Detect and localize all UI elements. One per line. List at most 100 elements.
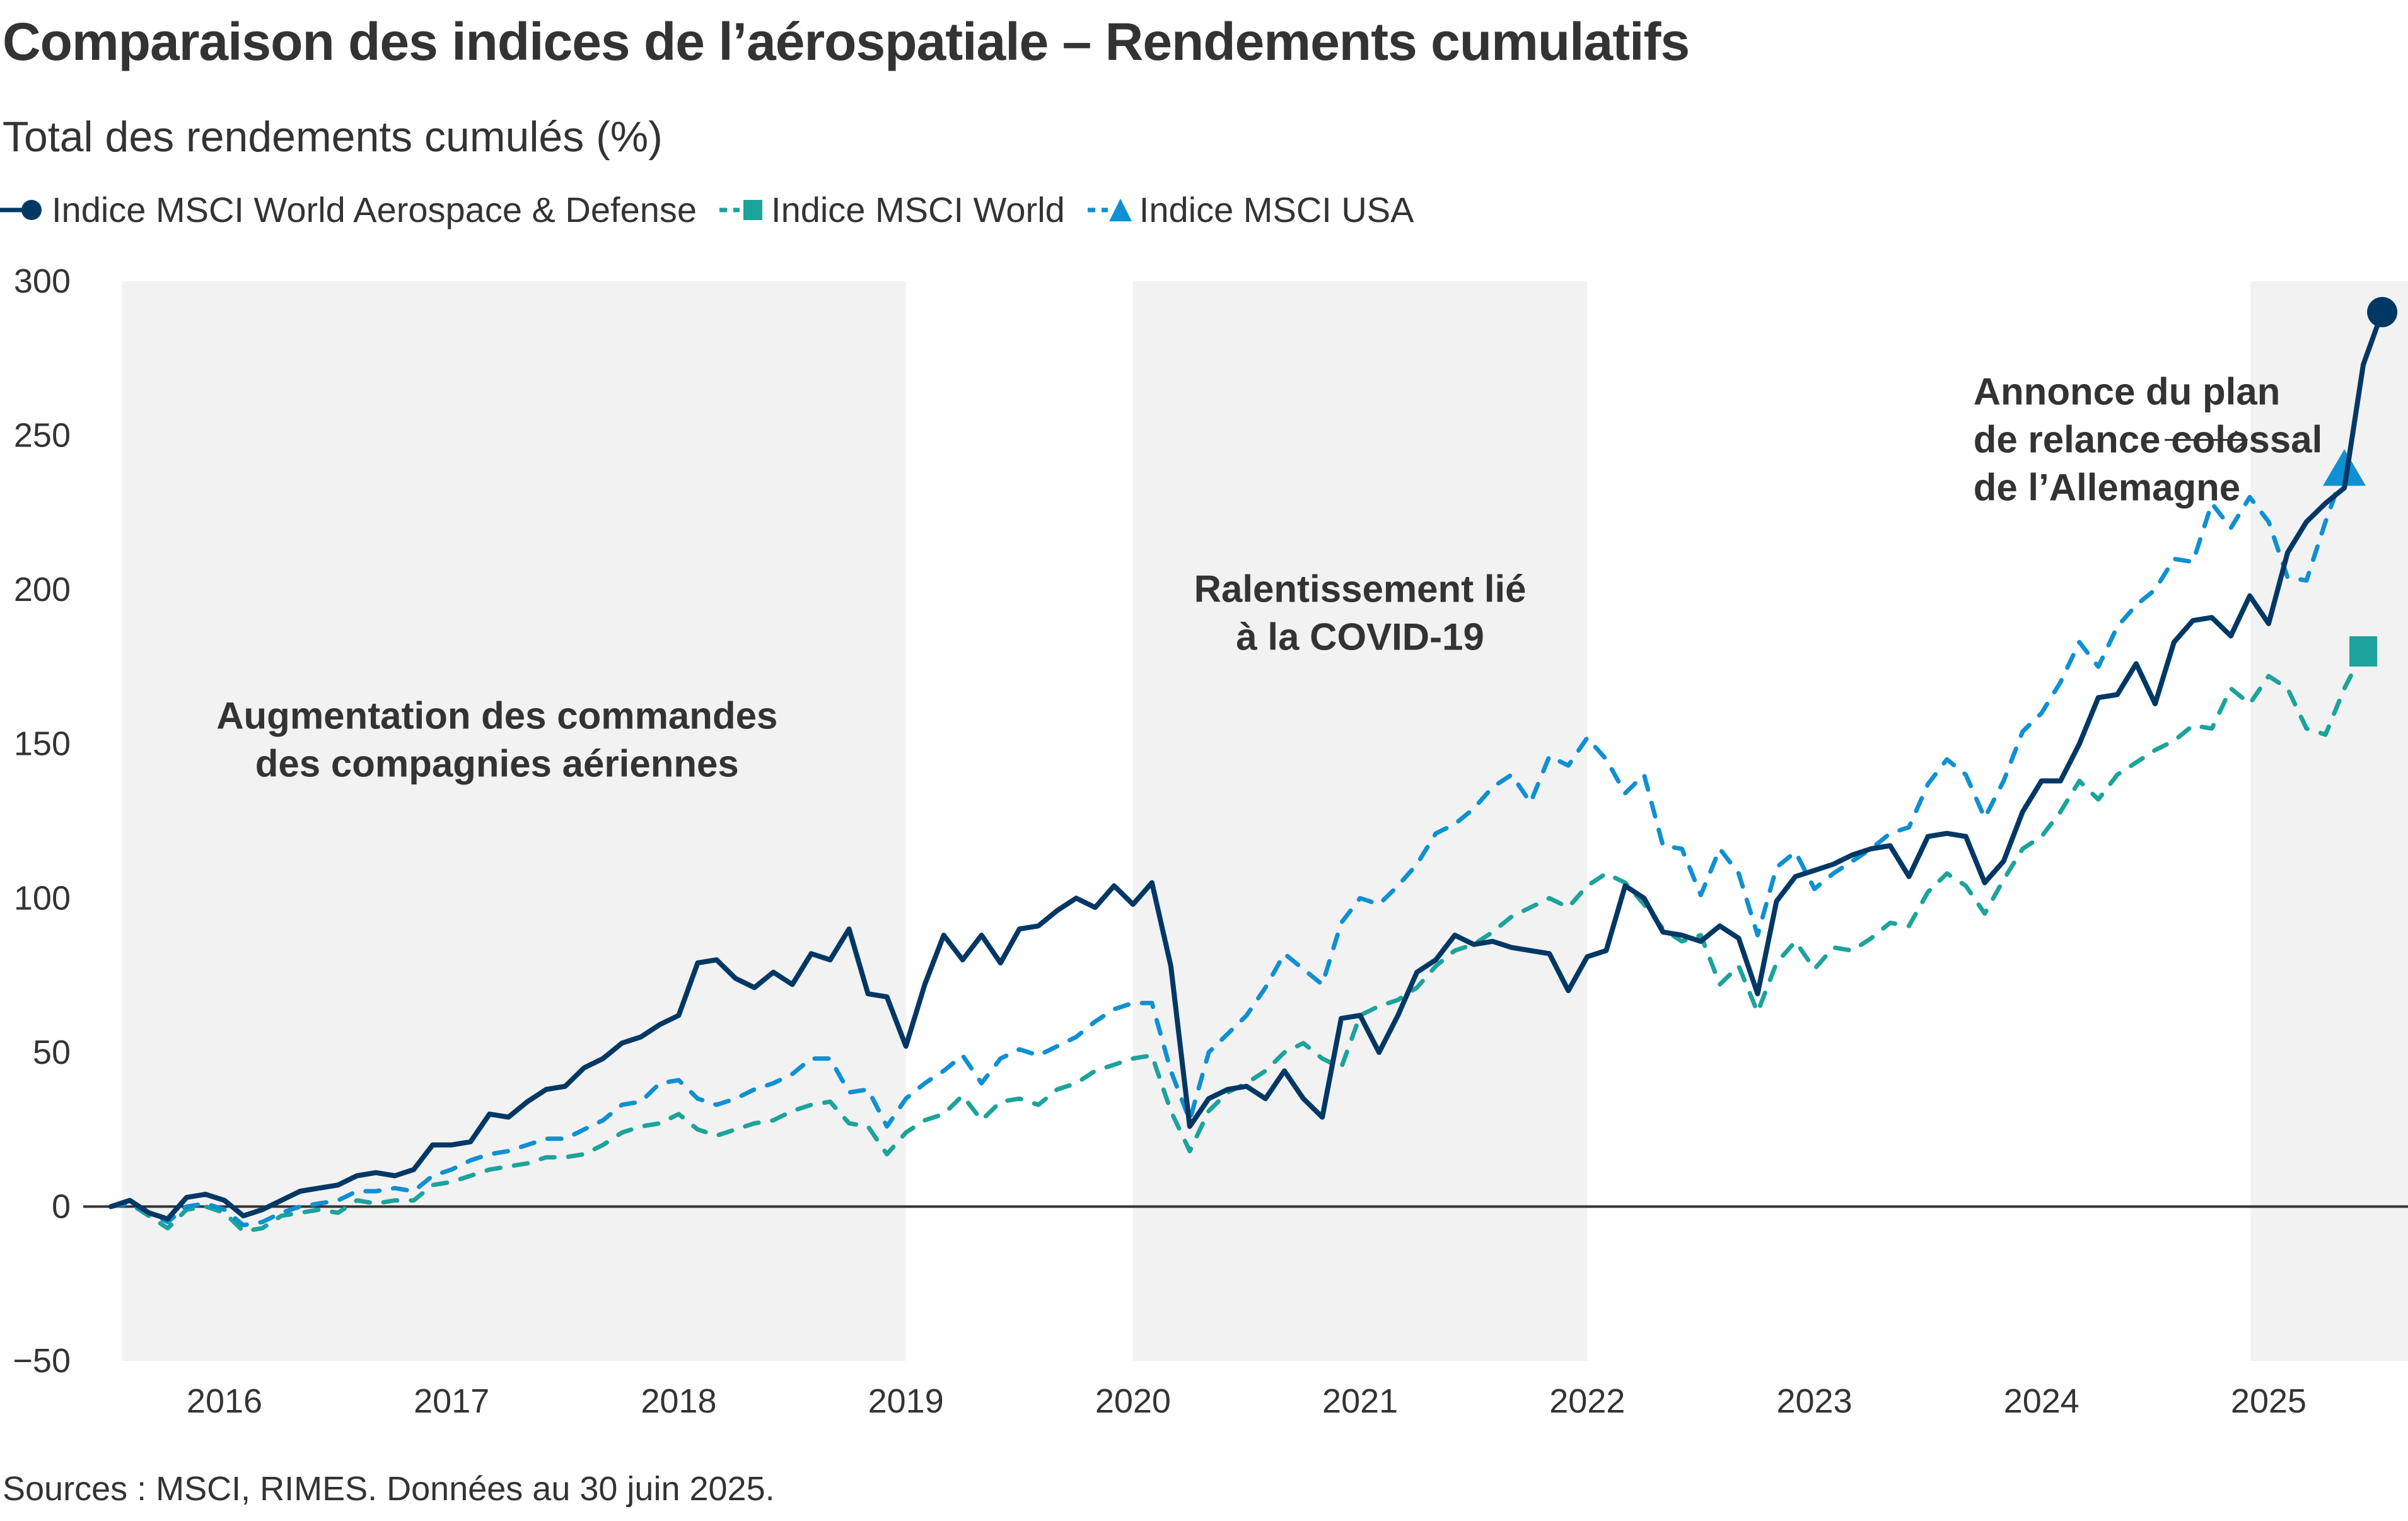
y-tick-label: 150 [14, 725, 71, 763]
data-point [714, 1103, 718, 1107]
data-point [1018, 927, 1021, 931]
data-point [1396, 884, 1400, 888]
data-point [1888, 844, 1892, 848]
data-point [1528, 801, 1532, 805]
y-tick-label: 250 [14, 417, 71, 455]
data-point [1509, 946, 1513, 950]
data-point [2059, 779, 2062, 783]
data-point [2248, 594, 2252, 598]
data-point [487, 1112, 491, 1116]
data-point [1358, 1013, 1362, 1017]
data-point [639, 1100, 643, 1104]
data-point [1320, 1057, 1324, 1061]
data-point [1377, 902, 1381, 906]
data-point [1301, 1041, 1305, 1045]
data-point [1434, 832, 1438, 836]
data-point [412, 1199, 416, 1203]
data-point [1509, 915, 1513, 919]
data-point [241, 1214, 245, 1218]
data-point [829, 958, 832, 962]
data-point [639, 1035, 643, 1039]
data-point [1018, 1047, 1021, 1051]
data-point [1566, 989, 1570, 993]
data-point [317, 1186, 321, 1190]
data-point [1945, 757, 1949, 761]
legend-item-world: Indice MSCI World [719, 189, 1065, 230]
data-point [1964, 773, 1968, 777]
data-point [1207, 1097, 1211, 1100]
data-point [2002, 878, 2006, 882]
data-point [468, 1158, 472, 1162]
data-point [582, 1152, 586, 1156]
data-point [2134, 760, 2138, 764]
data-point [1547, 754, 1551, 758]
data-point [1907, 924, 1911, 928]
shaded-period-1 [1132, 281, 1588, 1361]
data-point [2002, 779, 2006, 783]
data-point [1074, 896, 1078, 900]
data-point [1188, 1149, 1192, 1153]
data-point [2305, 726, 2308, 730]
data-point [1131, 1001, 1135, 1005]
data-point [658, 1121, 661, 1125]
annotation-line: de l’Allemagne [1974, 467, 2240, 509]
data-point [2153, 702, 2157, 706]
data-point [961, 1093, 965, 1097]
x-tick-label: 2016 [187, 1382, 262, 1420]
annotation-line: Augmentation des commandes [216, 694, 777, 737]
data-point [1736, 936, 1740, 940]
y-axis: 300 250 200 150 100 50 0 −50 [13, 262, 71, 1380]
legend-label-aerospace: Indice MSCI World Aerospace & Defense [52, 190, 697, 230]
data-point [1283, 952, 1286, 955]
data-point [1037, 1054, 1040, 1058]
data-point [1642, 773, 1646, 777]
data-point [1037, 924, 1040, 928]
data-point [658, 1081, 661, 1085]
data-point [2172, 640, 2176, 644]
annotation-line: des compagnies aériennes [255, 742, 739, 784]
data-point [2059, 680, 2062, 684]
data-point [2115, 625, 2119, 629]
data-point [677, 1078, 680, 1082]
data-point [544, 1155, 548, 1159]
data-point [1851, 948, 1854, 952]
data-point [1056, 1088, 1059, 1092]
data-point [1718, 982, 1721, 986]
data-point [109, 1204, 113, 1208]
data-point [2229, 634, 2233, 638]
data-point [2172, 557, 2176, 561]
data-point [431, 1183, 434, 1187]
data-point [1547, 896, 1551, 900]
y-tick-label: 300 [14, 262, 71, 300]
data-point [1264, 1097, 1267, 1100]
data-point [223, 1208, 226, 1211]
data-point [374, 1189, 378, 1193]
data-point [2267, 622, 2271, 626]
data-point [2324, 501, 2327, 505]
data-point [1453, 948, 1457, 952]
data-point [1907, 825, 1911, 829]
data-point [1339, 921, 1343, 924]
data-point [885, 1152, 889, 1156]
data-point [2191, 560, 2195, 564]
data-point [450, 1143, 453, 1147]
data-point [2097, 665, 2100, 668]
data-point [2172, 739, 2176, 743]
x-tick-label: 2025 [2231, 1382, 2306, 1420]
data-point [1264, 986, 1267, 989]
data-point [2267, 520, 2271, 524]
data-point [1377, 1004, 1381, 1008]
data-point [336, 1211, 340, 1215]
data-point [1813, 887, 1817, 891]
data-point [185, 1196, 189, 1199]
x-tick-label: 2021 [1322, 1382, 1398, 1420]
data-point [734, 976, 738, 980]
chart-title: Comparaison des indices de l’aérospatial… [3, 12, 1690, 71]
data-point [1888, 921, 1892, 924]
data-point [2040, 834, 2044, 838]
data-point [1453, 933, 1457, 937]
data-point [1604, 757, 1608, 761]
data-point [2191, 723, 2195, 727]
shaded-periods [122, 281, 2408, 1361]
x-tick-label: 2022 [1549, 1382, 1625, 1420]
